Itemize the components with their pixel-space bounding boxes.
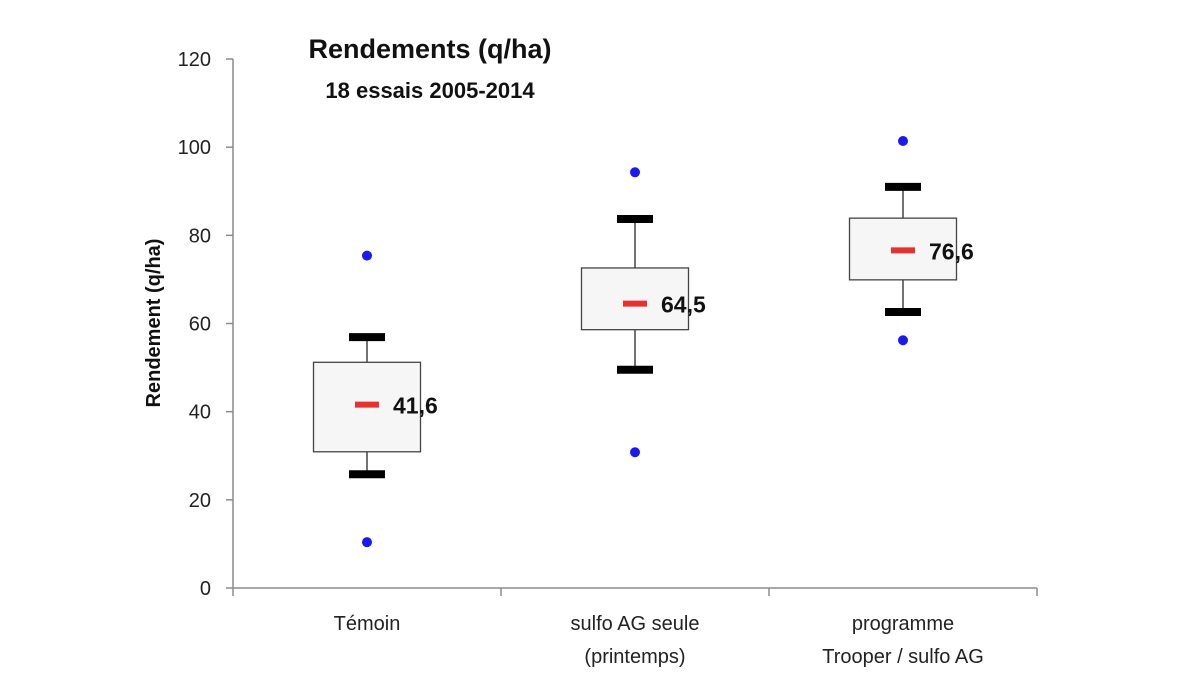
category-label: sulfo AG seule (printemps) xyxy=(571,613,700,668)
y-tick-label: 20 xyxy=(189,490,211,512)
category-label-line: Témoin xyxy=(334,613,401,635)
median-value-label: 64,5 xyxy=(661,292,706,318)
y-tick-label: 0 xyxy=(200,578,211,600)
median-value-label: 76,6 xyxy=(929,238,974,264)
outlier-max-point xyxy=(630,167,640,178)
y-tick-label: 60 xyxy=(189,314,211,336)
chart-subtitle: 18 essais 2005-2014 xyxy=(325,78,535,103)
outlier-min-point xyxy=(898,335,908,346)
outlier-min-point xyxy=(362,537,372,548)
box-iqr xyxy=(580,267,690,331)
y-axis-title: Rendement (q/ha) xyxy=(143,239,165,408)
outlier-min-point xyxy=(630,447,640,458)
category-label: Témoin xyxy=(334,613,401,635)
y-tick-label: 120 xyxy=(178,49,211,71)
category-label: programme Trooper / sulfo AG xyxy=(822,613,984,668)
category-label-line: sulfo AG seule xyxy=(571,613,700,635)
outlier-max-point xyxy=(898,135,908,146)
y-tick-label: 40 xyxy=(189,402,211,424)
category-label-line: programme xyxy=(852,613,954,635)
chart-title: Rendements (q/ha) xyxy=(308,34,551,64)
outlier-max-point xyxy=(362,250,372,261)
category-labels: Témoin sulfo AG seule (printemps) programme… xyxy=(334,613,984,668)
axes: 0 20 40 60 80 100 120 xyxy=(178,49,1038,600)
y-tick-label: 80 xyxy=(189,225,211,247)
y-tick-label: 100 xyxy=(178,137,211,159)
category-label-line: Trooper / sulfo AG xyxy=(822,646,984,668)
boxes: 41,6 64,5 76,6 xyxy=(312,135,974,548)
category-label-line: (printemps) xyxy=(584,646,685,668)
median-value-label: 41,6 xyxy=(393,393,438,419)
